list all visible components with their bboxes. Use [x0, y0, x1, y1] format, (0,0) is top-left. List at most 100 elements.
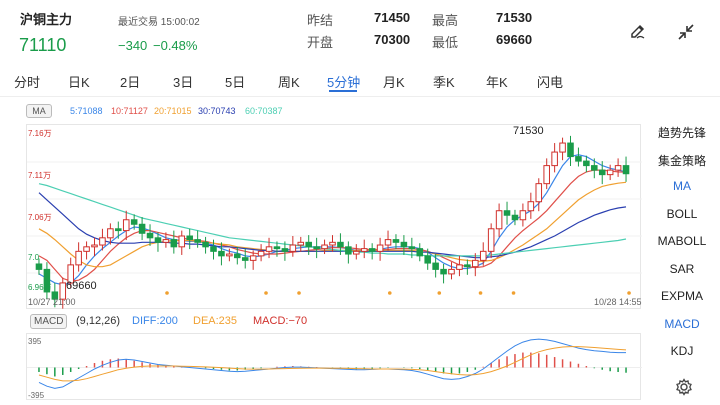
candle: [146, 232, 154, 239]
collapse-arrows-icon[interactable]: [675, 21, 697, 43]
candle: [91, 244, 98, 248]
macd-chip[interactable]: MACD: [30, 314, 68, 329]
candle: [107, 228, 114, 239]
candle: [472, 259, 479, 268]
candle: [249, 255, 257, 261]
y-tick-label: 7.0: [28, 253, 40, 262]
candle: [329, 241, 336, 246]
candle: [345, 246, 352, 255]
candle: [83, 246, 90, 252]
candle: [614, 165, 622, 171]
candle: [353, 250, 360, 255]
candlestick-chart[interactable]: [26, 124, 642, 309]
ma-chip[interactable]: MA: [26, 104, 52, 118]
active-tab-underline: [329, 90, 357, 92]
candle: [226, 253, 233, 257]
diff-line: [38, 338, 626, 389]
candle: [360, 248, 368, 252]
sidebar-item-kdj[interactable]: KDJ: [670, 344, 694, 358]
candle: [130, 219, 138, 225]
candle: [448, 268, 455, 275]
tab-6[interactable]: 5分钟: [327, 75, 361, 90]
candle: [543, 165, 550, 185]
macd-chart[interactable]: [26, 333, 642, 400]
sidebar-item-集金策略[interactable]: 集金策略: [657, 153, 706, 168]
event-dot: [478, 291, 483, 295]
candle: [567, 142, 574, 158]
candle: [59, 282, 67, 300]
price-change: −340: [118, 38, 148, 53]
y-tick-label: 7.06万: [28, 213, 52, 222]
pencil-icon[interactable]: [627, 21, 649, 43]
dea-line: [38, 346, 627, 382]
candle: [400, 241, 408, 248]
candle: [440, 268, 447, 275]
candle: [464, 264, 471, 268]
candle: [218, 250, 225, 257]
tab-1[interactable]: 日K: [68, 75, 90, 90]
ma-legend-item: 60:70387: [245, 106, 283, 116]
candle: [154, 237, 162, 243]
tab-3[interactable]: 3日: [173, 75, 194, 90]
tab-2[interactable]: 2日: [120, 75, 141, 90]
macd-dea: DEA:235: [193, 315, 238, 327]
tab-9[interactable]: 年K: [486, 75, 508, 90]
candle: [487, 228, 495, 252]
event-dot: [627, 291, 631, 295]
tab-10[interactable]: 闪电: [537, 75, 564, 90]
candle: [416, 248, 424, 257]
sidebar-item-maboll[interactable]: MABOLL: [657, 234, 707, 248]
price-change-pct: −0.48%: [153, 38, 198, 53]
event-dot: [387, 291, 392, 295]
sidebar-item-macd[interactable]: MACD: [664, 316, 700, 331]
candle: [376, 244, 384, 252]
sidebar-item-expma[interactable]: EXPMA: [660, 289, 703, 303]
event-dot: [165, 291, 169, 295]
tab-4[interactable]: 5日: [225, 75, 246, 90]
ma-legend-item: 30:70743: [198, 106, 236, 116]
candle: [519, 210, 527, 221]
candle: [289, 244, 297, 252]
period-tabs: 分时 日K 2日 3日 5日 周K 5分钟 月K 季K 年K 闪电: [0, 65, 720, 95]
candle: [368, 248, 376, 252]
candle: [297, 241, 305, 246]
candle: [115, 228, 122, 232]
tab-7[interactable]: 月K: [383, 75, 405, 90]
tab-8[interactable]: 季K: [433, 75, 455, 90]
sidebar-item-sar[interactable]: SAR: [669, 261, 695, 276]
event-dot: [297, 291, 301, 295]
x-start-label: 10/27 21:00: [28, 297, 76, 307]
high-label: 最高: [432, 13, 459, 28]
gear-icon[interactable]: [673, 376, 695, 398]
candle: [432, 262, 439, 270]
candle: [202, 241, 209, 248]
macd-bottom-tick: -395: [28, 391, 45, 400]
candle: [313, 246, 320, 250]
candle: [257, 250, 265, 257]
macd-value: MACD:−70: [253, 315, 308, 327]
candle: [408, 246, 416, 250]
candle: [43, 268, 51, 293]
candle: [138, 223, 146, 234]
last-price: 71110: [19, 35, 67, 55]
x-end-label: 10/28 14:55: [594, 297, 642, 307]
tab-0[interactable]: 分时: [14, 75, 41, 90]
candle: [551, 151, 558, 167]
candle: [51, 291, 59, 300]
candle: [479, 250, 487, 261]
event-dot: [511, 291, 516, 295]
macd-params: (9,12,26): [76, 315, 121, 327]
sidebar-item-ma[interactable]: MA: [673, 179, 691, 193]
open-value: 70300: [374, 32, 411, 47]
candle: [122, 219, 130, 232]
sidebar-item-趋势先锋[interactable]: 趋势先锋: [657, 126, 706, 140]
prev-settle-label: 昨结: [307, 13, 334, 28]
candle: [241, 257, 249, 261]
candle: [424, 255, 431, 264]
candle: [273, 246, 281, 250]
event-dot: [437, 291, 442, 295]
sidebar-item-boll[interactable]: BOLL: [666, 206, 698, 221]
candle: [384, 239, 392, 246]
ma-legend-item: 10:71127: [111, 106, 148, 116]
tab-5[interactable]: 周K: [278, 75, 300, 90]
